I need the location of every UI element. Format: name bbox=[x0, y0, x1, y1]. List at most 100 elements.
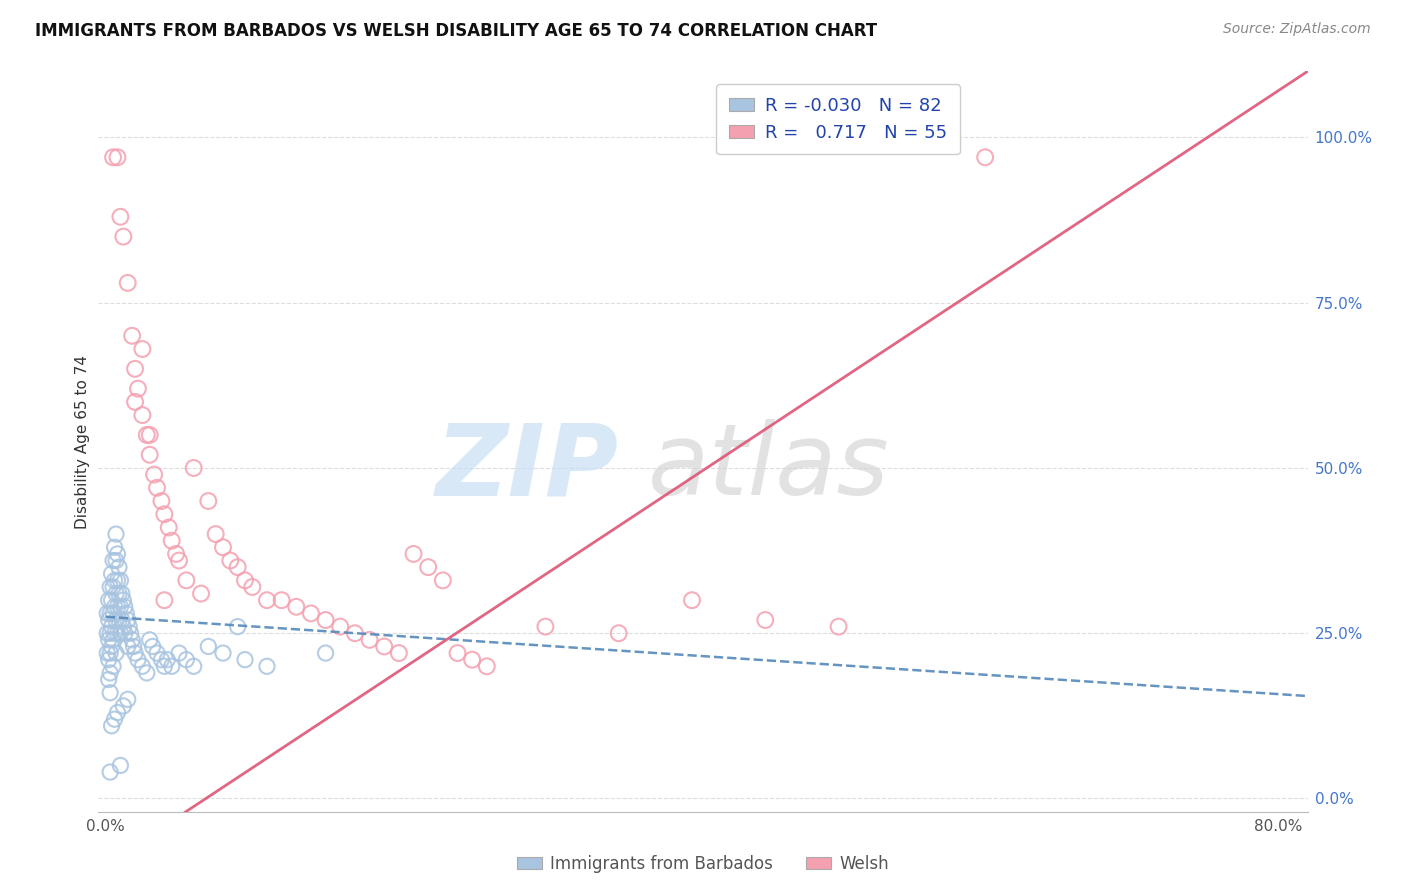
Point bbox=[138, 632, 160, 647]
Point bbox=[754, 613, 776, 627]
Point bbox=[160, 659, 183, 673]
Point bbox=[153, 659, 176, 673]
Point bbox=[124, 395, 146, 409]
Point bbox=[299, 607, 322, 621]
Point bbox=[100, 566, 122, 581]
Point bbox=[112, 229, 135, 244]
Text: atlas: atlas bbox=[648, 419, 890, 516]
Point bbox=[219, 553, 242, 567]
Point bbox=[98, 626, 121, 640]
Point bbox=[107, 626, 129, 640]
Point bbox=[167, 646, 190, 660]
Point bbox=[117, 640, 139, 654]
Point bbox=[103, 574, 125, 588]
Point bbox=[256, 593, 278, 607]
Point bbox=[98, 765, 121, 780]
Point bbox=[157, 520, 180, 534]
Point bbox=[98, 646, 121, 660]
Point bbox=[105, 613, 128, 627]
Point bbox=[167, 553, 190, 567]
Point bbox=[98, 686, 121, 700]
Point bbox=[100, 593, 122, 607]
Point bbox=[315, 613, 337, 627]
Point bbox=[101, 150, 124, 164]
Point bbox=[418, 560, 440, 574]
Point bbox=[97, 653, 120, 667]
Point bbox=[461, 653, 484, 667]
Point bbox=[103, 626, 125, 640]
Text: IMMIGRANTS FROM BARBADOS VS WELSH DISABILITY AGE 65 TO 74 CORRELATION CHART: IMMIGRANTS FROM BARBADOS VS WELSH DISABI… bbox=[35, 22, 877, 40]
Point bbox=[97, 632, 120, 647]
Point bbox=[111, 586, 134, 600]
Point bbox=[108, 560, 131, 574]
Point bbox=[105, 553, 128, 567]
Point bbox=[226, 560, 249, 574]
Point bbox=[124, 361, 146, 376]
Point bbox=[101, 632, 124, 647]
Point bbox=[146, 481, 169, 495]
Point bbox=[105, 527, 128, 541]
Text: Source: ZipAtlas.com: Source: ZipAtlas.com bbox=[1223, 22, 1371, 37]
Point bbox=[105, 586, 128, 600]
Point bbox=[256, 659, 278, 673]
Point bbox=[176, 574, 198, 588]
Point bbox=[100, 640, 122, 654]
Point bbox=[110, 574, 132, 588]
Y-axis label: Disability Age 65 to 74: Disability Age 65 to 74 bbox=[75, 354, 90, 529]
Point bbox=[146, 646, 169, 660]
Point bbox=[115, 607, 138, 621]
Legend: Immigrants from Barbados, Welsh: Immigrants from Barbados, Welsh bbox=[510, 848, 896, 880]
Point bbox=[96, 626, 118, 640]
Point bbox=[285, 599, 308, 614]
Point bbox=[150, 653, 173, 667]
Point bbox=[117, 613, 139, 627]
Point bbox=[212, 646, 235, 660]
Point bbox=[97, 673, 120, 687]
Point bbox=[101, 580, 124, 594]
Point bbox=[143, 467, 166, 482]
Point bbox=[107, 574, 129, 588]
Point bbox=[388, 646, 411, 660]
Point bbox=[112, 593, 135, 607]
Point bbox=[101, 553, 124, 567]
Point bbox=[114, 599, 136, 614]
Point bbox=[226, 620, 249, 634]
Point bbox=[153, 593, 176, 607]
Point bbox=[96, 646, 118, 660]
Point bbox=[112, 620, 135, 634]
Point bbox=[98, 607, 121, 621]
Point bbox=[98, 580, 121, 594]
Point bbox=[110, 758, 132, 772]
Point bbox=[107, 547, 129, 561]
Point bbox=[101, 607, 124, 621]
Point bbox=[131, 408, 153, 422]
Point bbox=[165, 547, 187, 561]
Point bbox=[131, 659, 153, 673]
Point bbox=[107, 706, 129, 720]
Point bbox=[183, 461, 205, 475]
Point bbox=[183, 659, 205, 673]
Point bbox=[160, 533, 183, 548]
Point bbox=[114, 626, 136, 640]
Point bbox=[122, 640, 145, 654]
Point bbox=[117, 692, 139, 706]
Point bbox=[98, 665, 121, 680]
Point bbox=[402, 547, 425, 561]
Point bbox=[135, 428, 157, 442]
Point bbox=[96, 607, 118, 621]
Text: ZIP: ZIP bbox=[436, 419, 619, 516]
Point bbox=[197, 494, 219, 508]
Point bbox=[117, 276, 139, 290]
Point bbox=[101, 659, 124, 673]
Point bbox=[110, 599, 132, 614]
Point bbox=[112, 698, 135, 713]
Point bbox=[100, 620, 122, 634]
Point bbox=[120, 626, 142, 640]
Point bbox=[121, 632, 143, 647]
Point bbox=[190, 586, 212, 600]
Point bbox=[212, 541, 235, 555]
Point bbox=[240, 580, 263, 594]
Point bbox=[270, 593, 292, 607]
Point bbox=[107, 150, 129, 164]
Point bbox=[103, 541, 125, 555]
